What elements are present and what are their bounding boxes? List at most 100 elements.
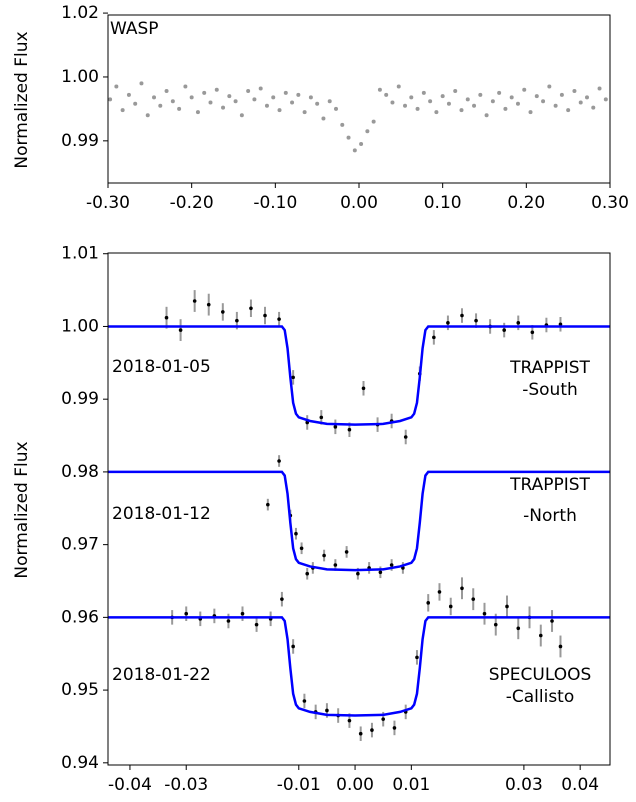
point <box>572 89 577 94</box>
point <box>566 108 571 113</box>
point <box>315 101 320 106</box>
annotation: -North <box>523 506 577 526</box>
point <box>195 110 200 115</box>
point <box>321 116 326 121</box>
x-tick-label: -0.30 <box>86 193 130 213</box>
point <box>440 94 445 99</box>
annotation: SPECULOOS <box>489 665 592 685</box>
point <box>202 90 207 95</box>
point <box>319 415 324 420</box>
point <box>390 100 395 105</box>
model-line <box>108 616 610 717</box>
point <box>277 317 281 321</box>
point <box>145 113 150 118</box>
axes-frame <box>107 252 611 766</box>
axes-frame <box>107 14 611 184</box>
point <box>164 89 169 94</box>
point <box>346 135 351 140</box>
point <box>221 310 225 314</box>
point <box>302 699 307 703</box>
x-tick-label: -0.04 <box>108 775 152 795</box>
x-tick-label: -0.03 <box>164 775 208 795</box>
point <box>164 315 169 320</box>
point <box>327 99 332 104</box>
y-tick-label: 1.01 <box>61 244 99 264</box>
point <box>528 110 533 115</box>
point <box>333 106 338 111</box>
point <box>437 590 442 594</box>
point <box>584 95 589 100</box>
point <box>249 306 253 311</box>
point <box>389 563 394 567</box>
point <box>246 89 251 94</box>
point <box>509 95 514 100</box>
point <box>189 95 194 100</box>
point <box>227 94 232 99</box>
x-tick-label: 0.04 <box>561 775 599 795</box>
point <box>263 313 267 318</box>
point <box>133 101 138 106</box>
point <box>484 113 489 118</box>
point <box>538 633 543 638</box>
point <box>497 90 502 95</box>
annotation: 2018-01-22 <box>112 665 211 685</box>
point <box>371 119 376 124</box>
point <box>547 84 552 89</box>
point <box>208 100 213 105</box>
point <box>170 99 175 104</box>
point <box>277 108 282 113</box>
point <box>291 644 295 649</box>
x-tick-label: 0.01 <box>392 775 430 795</box>
annotation: WASP <box>110 19 159 39</box>
point <box>558 644 563 649</box>
point <box>214 87 219 92</box>
point <box>340 122 345 127</box>
annotation: 2018-01-12 <box>112 504 211 524</box>
point <box>235 318 239 323</box>
point <box>515 101 520 106</box>
y-tick-label: 1.00 <box>61 316 99 336</box>
y-axis-label: Normalized Flux <box>12 441 32 578</box>
point <box>381 717 385 721</box>
point <box>325 708 329 713</box>
point <box>158 103 163 108</box>
point <box>344 550 349 554</box>
point <box>178 328 183 332</box>
x-tick-label: -0.10 <box>253 193 297 213</box>
y-tick-label: 1.02 <box>61 3 99 23</box>
point <box>446 321 450 325</box>
annotation: 2018-01-05 <box>112 357 211 377</box>
point <box>421 90 426 95</box>
point <box>114 84 119 89</box>
point <box>471 597 476 601</box>
annotation: TRAPPIST <box>509 475 590 495</box>
y-tick-label: 0.99 <box>61 131 99 151</box>
y-tick-label: 0.99 <box>61 389 99 409</box>
point <box>305 571 310 576</box>
point <box>352 148 357 153</box>
point <box>434 110 439 115</box>
x-tick-label: -0.01 <box>277 775 321 795</box>
x-tick-label: 0.30 <box>591 193 629 213</box>
point <box>358 731 363 736</box>
y-tick-label: 0.98 <box>61 462 99 482</box>
point <box>254 622 259 627</box>
point <box>299 546 304 551</box>
point <box>415 655 419 660</box>
x-tick-label: 0.00 <box>336 775 374 795</box>
point <box>290 100 295 105</box>
point <box>252 97 257 102</box>
annotation: -Callisto <box>506 687 575 707</box>
point <box>296 92 301 97</box>
point <box>396 84 401 89</box>
point <box>184 611 189 616</box>
y-tick-label: 0.95 <box>61 680 99 700</box>
point <box>460 586 464 591</box>
point <box>409 95 414 100</box>
point <box>503 106 508 111</box>
point <box>356 571 360 576</box>
point <box>264 103 269 108</box>
point <box>502 328 506 332</box>
point <box>139 81 144 86</box>
